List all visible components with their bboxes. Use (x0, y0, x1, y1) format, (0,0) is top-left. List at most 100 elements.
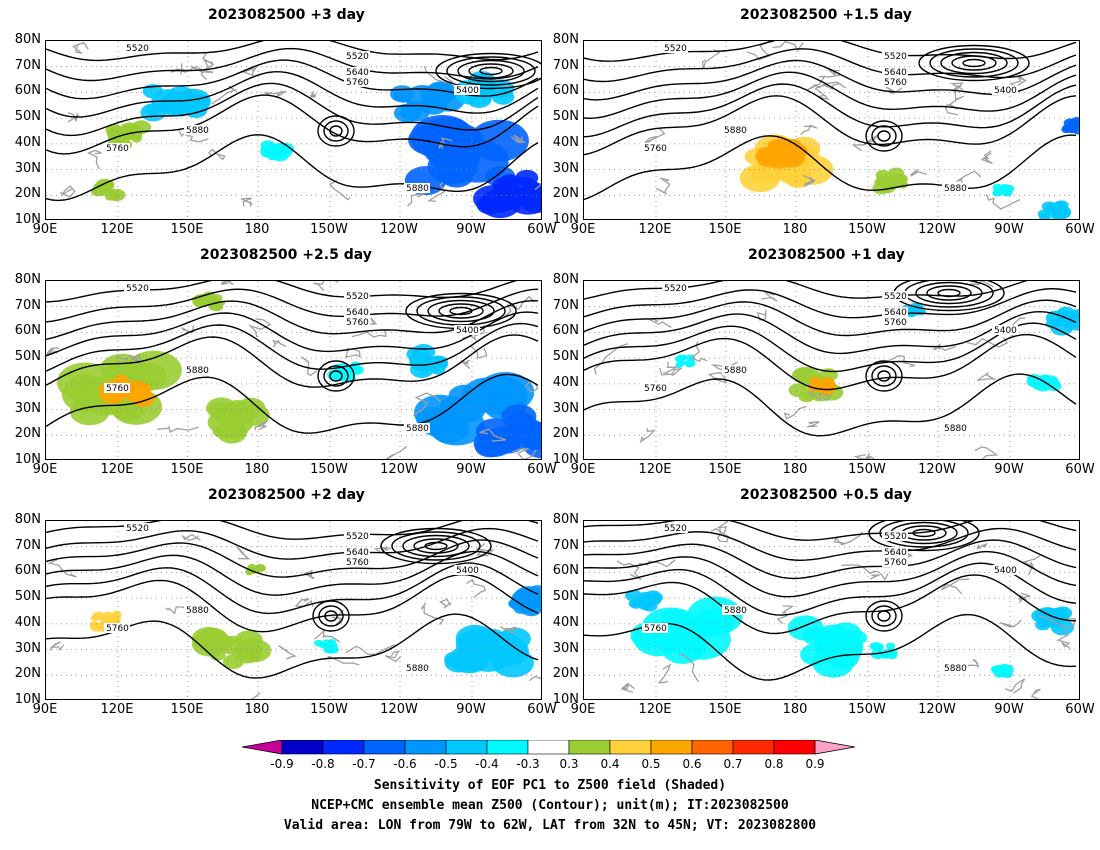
contour-label: 5880 (186, 366, 209, 376)
contour-label: 5760 (346, 318, 369, 328)
shading-blob (520, 182, 541, 202)
lon-tick-label: 60W (527, 462, 557, 477)
contour-ring (329, 125, 343, 137)
contour-line (46, 373, 539, 434)
contour-ring (926, 285, 972, 301)
coastline (956, 170, 982, 184)
shading-blob (236, 397, 266, 419)
shading-blob (401, 101, 431, 122)
z500-contours (584, 521, 1077, 681)
contour-label-bg (344, 307, 370, 317)
colorbar-level-label: -0.8 (311, 757, 335, 771)
contour-line (584, 287, 1077, 319)
shading-blob (99, 353, 145, 386)
shading-blob (131, 132, 143, 141)
lon-tick-label: 60W (1065, 702, 1095, 717)
contour-label: 5760 (644, 384, 667, 394)
lon-tick-label: 150W (848, 702, 886, 717)
shading-blob (100, 180, 115, 191)
lon-tick-label: 150E (170, 462, 204, 477)
coastline (49, 641, 65, 652)
contour-ring (879, 521, 969, 548)
lon-tick-label: 60W (527, 702, 557, 717)
coastline (500, 626, 519, 635)
contour-line (584, 322, 1077, 373)
lon-tick-label: 120E (100, 702, 134, 717)
contour-line (46, 562, 539, 615)
contour-line (584, 134, 1077, 201)
contour-label: 5640 (884, 548, 907, 558)
contour-label: 5880 (724, 126, 747, 136)
lat-tick-label: 70N (14, 57, 41, 73)
lat-tick-label: 20N (552, 186, 579, 202)
colorbar-high-arrow (814, 740, 856, 755)
colorbar-level-label: 0.6 (682, 757, 702, 771)
shading-blob (104, 193, 115, 201)
colorbar-segment (527, 740, 570, 755)
coastline (1038, 615, 1076, 630)
lon-tick-label: 120E (638, 462, 672, 477)
sensitivity-shading (739, 116, 1079, 219)
lon-tick-label: 180 (782, 702, 808, 717)
contour-line (584, 527, 1077, 562)
coastline (329, 179, 351, 201)
sensitivity-shading (674, 302, 1079, 403)
lat-tick-label: 50N (14, 109, 41, 125)
contour-ring (865, 600, 903, 632)
shading-blob (674, 356, 682, 362)
coastline (853, 453, 871, 459)
shading-blob (140, 103, 167, 122)
contour-label: 5880 (186, 606, 209, 616)
contour-ring (323, 120, 349, 142)
contour-label: 5880 (406, 424, 429, 434)
contour-label: 5760 (106, 384, 129, 394)
shading-blob (489, 198, 511, 213)
contour-label: 5520 (126, 44, 149, 54)
contour-ring (865, 360, 903, 392)
lon-tick-label: 150W (310, 222, 348, 237)
coastline (412, 392, 442, 417)
coastline (970, 281, 995, 288)
coastline (254, 420, 269, 431)
coastline (977, 372, 997, 382)
colorbar-segment (363, 740, 406, 755)
coastline (616, 560, 642, 580)
contour-label: 5760 (884, 558, 907, 568)
contour-label: 5880 (724, 366, 747, 376)
coastline (833, 531, 863, 546)
shading-blob (224, 428, 240, 440)
lon-tick-label: 90W (994, 222, 1024, 237)
coastline (439, 598, 452, 609)
contour-label: 5400 (456, 326, 479, 336)
lat-tick-label: 50N (552, 109, 579, 125)
contour-ring (424, 541, 448, 551)
shading-blob (111, 610, 122, 619)
contour-label-bg (404, 423, 430, 433)
contour-label-bg (722, 365, 748, 375)
coastline (1056, 630, 1071, 650)
contour-line (46, 94, 539, 155)
contour-label-bg (882, 547, 908, 557)
contour-line (584, 521, 1077, 541)
contour-ring (405, 292, 517, 330)
lat-tick-label: 20N (552, 426, 579, 442)
lon-tick-label: 120W (918, 462, 956, 477)
coastline (202, 52, 215, 71)
contour-line (46, 41, 539, 62)
contour-label: 5880 (944, 664, 967, 674)
colorbar-segment (568, 740, 611, 755)
colorbar-segment (486, 740, 529, 755)
shading-blob (103, 611, 113, 619)
contour-label: 5640 (346, 308, 369, 318)
contour-label: 5880 (406, 664, 429, 674)
contour-line (46, 71, 539, 118)
lon-tick-label: 150E (708, 462, 742, 477)
shading-blob (1037, 209, 1051, 219)
contour-label: 5880 (406, 184, 429, 194)
panel-title: 2023082500 +2 day (208, 487, 365, 503)
coastline (802, 174, 817, 187)
